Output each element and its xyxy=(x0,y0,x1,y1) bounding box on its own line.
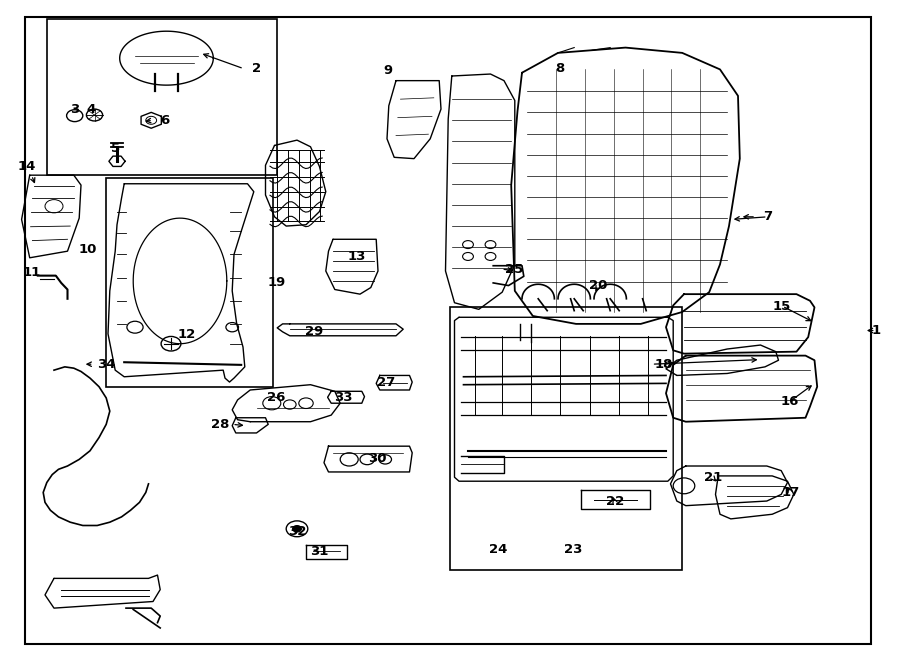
Text: 27: 27 xyxy=(377,375,395,389)
Text: 22: 22 xyxy=(606,495,624,508)
Text: 32: 32 xyxy=(288,525,306,538)
Text: 14: 14 xyxy=(18,160,36,173)
Text: 21: 21 xyxy=(704,471,722,485)
Text: 24: 24 xyxy=(490,543,508,556)
Bar xyxy=(450,307,682,570)
Text: 9: 9 xyxy=(383,64,392,77)
Text: 10: 10 xyxy=(78,243,96,256)
Bar xyxy=(47,19,277,175)
Text: 34: 34 xyxy=(97,358,115,371)
Text: 18: 18 xyxy=(655,358,673,371)
Text: 13: 13 xyxy=(347,250,365,263)
Text: 11: 11 xyxy=(22,266,40,280)
Text: 1: 1 xyxy=(871,324,880,337)
Text: 28: 28 xyxy=(212,418,230,431)
Text: 23: 23 xyxy=(564,543,582,556)
Text: 33: 33 xyxy=(334,391,352,404)
Text: 12: 12 xyxy=(177,328,195,341)
Text: 15: 15 xyxy=(773,299,791,313)
Text: 30: 30 xyxy=(368,451,386,465)
Text: 20: 20 xyxy=(590,279,608,292)
Text: 8: 8 xyxy=(555,62,564,75)
Text: 31: 31 xyxy=(310,545,328,558)
Text: 17: 17 xyxy=(781,486,799,499)
Text: 5: 5 xyxy=(111,142,120,155)
Circle shape xyxy=(292,525,302,532)
Bar xyxy=(106,178,273,387)
Text: 29: 29 xyxy=(305,325,323,338)
Text: 26: 26 xyxy=(267,391,285,404)
Text: 2: 2 xyxy=(252,62,261,75)
Text: 6: 6 xyxy=(160,114,169,127)
Text: 7: 7 xyxy=(763,210,772,223)
Text: 25: 25 xyxy=(505,262,523,276)
Text: 3: 3 xyxy=(70,103,79,116)
Text: 16: 16 xyxy=(781,395,799,408)
Text: 19: 19 xyxy=(267,276,285,290)
Text: 4: 4 xyxy=(86,103,95,116)
